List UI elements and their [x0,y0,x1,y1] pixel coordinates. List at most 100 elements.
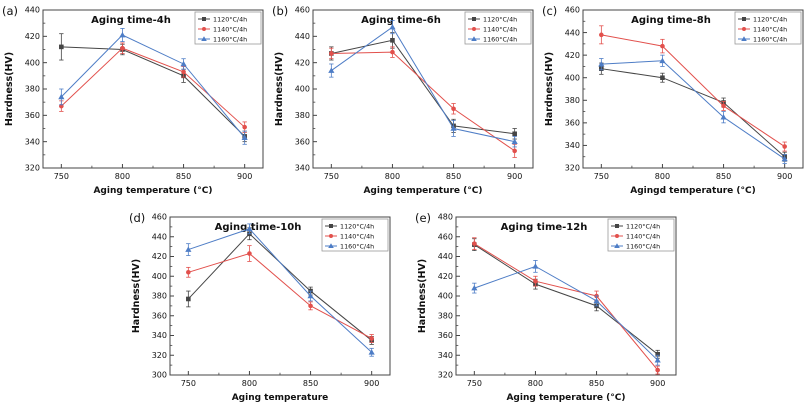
data-point-marker [532,278,538,284]
data-point-marker [449,125,457,131]
y-tick-label: 400 [294,85,309,94]
series-1140°C/4h [328,46,517,158]
series-line [473,265,658,361]
data-point-marker [389,37,395,43]
legend-entry-label: 1140°C/4h [753,25,787,33]
legend: 1120°C/4h 1140°C/4h 1160°C/4h [607,218,674,252]
data-point-marker [328,51,334,56]
chart-svg-(c): 320 340 360 380 400 420 440 460 750 800 850 900 Agin… [542,4,803,196]
chart-svg-(a): 320 340 360 380 400 420 440 750 800 850 900 Aging t… [2,4,263,196]
chart-panel-a: 320 340 360 380 400 420 440 750 800 850 900 Aging t… [1,0,271,205]
y-tick-label: 420 [564,51,579,60]
legend-entry-label: 1120°C/4h [213,15,247,23]
x-axis-label: Aging temperature (°C) [93,186,212,196]
series-1120°C/4h [471,238,660,359]
figure-row-top: 320 340 360 380 400 420 440 750 800 850 900 Aging t… [0,0,811,205]
chart-title: Aging time-12h [500,222,587,233]
data-point-marker [659,75,665,81]
y-tick-label: 400 [151,272,166,281]
y-axis-label: Hardness(HV) [4,52,15,126]
y-tick-label: 440 [564,28,579,37]
x-axis-label: Aging temperature [231,393,328,403]
x-tick-label: 800 [654,172,669,181]
data-point-marker [246,251,252,256]
legend-marker [328,224,333,228]
data-point-marker [597,61,604,67]
legend-entry-label: 1160°C/4h [753,35,787,43]
x-tick-label: 800 [114,172,129,181]
data-point-marker [781,155,788,162]
data-point-marker [180,69,186,75]
data-point-marker [654,351,660,357]
y-axis-label: Hardness(HV) [131,259,142,333]
chart-title: Aging time-4h [91,15,171,26]
y-tick-label: 320 [437,371,452,380]
y-tick-label: 420 [437,272,452,281]
x-tick-label: 800 [527,379,542,388]
x-tick-label: 800 [241,379,256,388]
panel-label: (e) [415,211,431,225]
y-tick-label: 360 [564,119,579,128]
chart-svg-(e): 320 340 360 380 400 420 440 460 480 750 800 850 900 A… [415,211,676,403]
data-point-marker [57,93,64,100]
y-tick-label: 320 [24,164,39,173]
y-tick-label: 460 [564,6,579,15]
x-axis-label: Agingd temperature (°C) [630,186,755,196]
y-tick-label: 400 [24,58,39,67]
series-1120°C/4h [328,31,517,140]
y-tick-label: 380 [564,96,579,105]
data-point-marker [241,134,248,141]
chart-svg-(d): 300 320 340 360 380 400 420 440 460 750 800 850 900 A… [129,211,390,403]
y-tick-label: 380 [294,111,309,120]
data-point-marker [511,138,518,144]
legend-marker [471,27,476,31]
x-tick-label: 900 [237,172,252,181]
series-line [187,252,372,339]
legend-marker [470,36,477,41]
data-point-marker [245,225,253,232]
legend-marker [328,234,333,238]
legend-marker [740,36,747,41]
series-1140°C/4h [58,42,247,133]
chart-title: Aging time-10h [214,222,301,233]
data-point-marker [368,349,375,355]
legend-marker [200,36,207,41]
y-tick-label: 340 [437,351,452,360]
y-tick-label: 380 [437,311,452,320]
data-point-marker [659,43,665,49]
data-point-marker [654,367,660,373]
y-tick-label: 460 [294,6,309,15]
y-tick-label: 420 [151,252,166,261]
legend: 1120°C/4h 1140°C/4h 1160°C/4h [464,11,531,45]
y-tick-label: 400 [564,73,579,82]
series-1160°C/4h [470,260,661,366]
series-1160°C/4h [57,28,248,145]
data-point-marker [241,124,247,130]
data-point-marker [471,241,477,246]
x-tick-label: 900 [777,172,792,181]
data-point-marker [327,67,334,73]
series-1160°C/4h [597,54,788,164]
series-line [600,34,785,147]
chart-panel-b: 340 360 380 400 420 440 460 750 800 850 900 Aging t… [271,0,541,205]
y-tick-label: 360 [294,137,309,146]
y-tick-label: 440 [437,252,452,261]
y-tick-label: 380 [24,85,39,94]
legend-entry-label: 1140°C/4h [626,232,660,240]
data-point-marker [511,148,517,154]
y-tick-label: 460 [151,213,166,222]
y-tick-label: 380 [151,292,166,301]
chart-panel-c: 320 340 360 380 400 420 440 460 750 800 850 900 Agin… [541,0,811,205]
y-tick-label: 340 [564,141,579,150]
series-line [330,26,515,143]
legend-entry-label: 1140°C/4h [483,25,517,33]
legend: 1120°C/4h 1140°C/4h 1160°C/4h [194,11,261,45]
data-point-marker [531,263,539,269]
data-point-marker [719,114,727,120]
x-tick-label: 750 [593,172,608,181]
chart-title: Aging time-8h [631,15,711,26]
legend-entry-label: 1140°C/4h [213,25,247,33]
y-tick-label: 340 [24,137,39,146]
x-tick-label: 750 [180,379,195,388]
y-tick-label: 340 [294,164,309,173]
